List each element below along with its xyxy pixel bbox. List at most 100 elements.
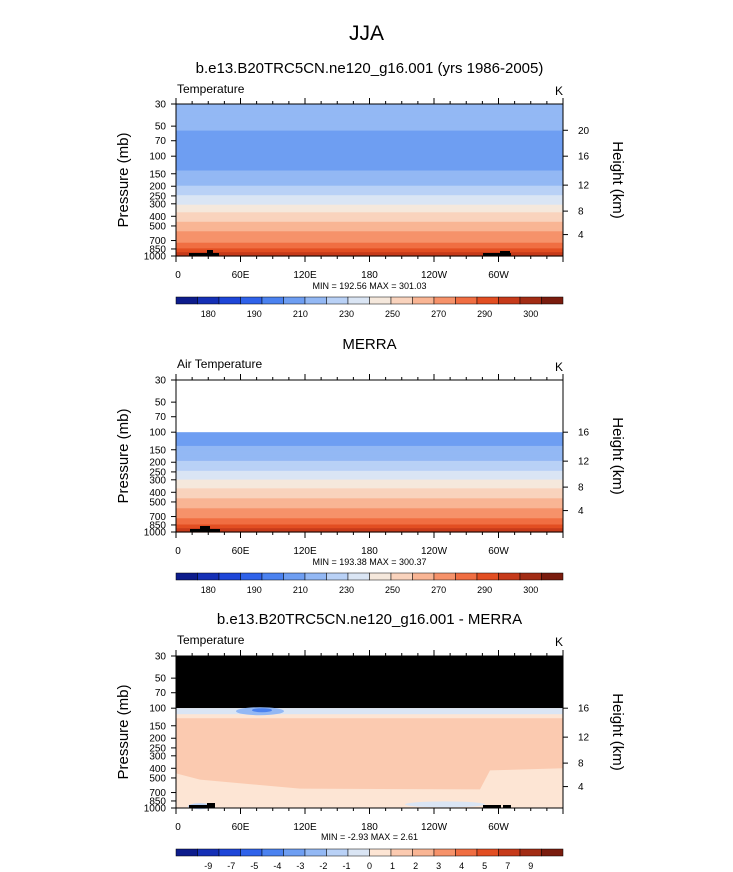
colorbar-label: 230 <box>339 585 354 595</box>
lon-tick-label: 180 <box>361 270 378 281</box>
panel-1-stats: MIN = 192.56 MAX = 301.03 <box>312 281 427 291</box>
height-axis-label: Height (km) <box>609 693 626 771</box>
temperature-band <box>176 449 563 452</box>
temperature-band <box>176 231 563 234</box>
colorbar-label: 4 <box>459 861 464 871</box>
colorbar-label: 300 <box>523 309 538 319</box>
temperature-band <box>176 522 563 524</box>
colorbar-label: 180 <box>201 309 216 319</box>
temperature-band <box>176 147 563 151</box>
temperature-band <box>176 113 563 116</box>
temperature-band <box>176 519 563 522</box>
temperature-band <box>176 107 563 111</box>
temperature-band <box>176 447 563 450</box>
lon-tick-label: 0 <box>175 270 181 281</box>
height-axis-label: Height (km) <box>609 417 626 495</box>
colorbar-label: 2 <box>413 861 418 871</box>
temperature-band <box>176 474 563 477</box>
panel-2-topography <box>190 526 220 532</box>
panel-2-units: K <box>555 360 564 374</box>
temperature-band <box>176 109 563 113</box>
temperature-band <box>176 475 563 478</box>
colorbar-swatch <box>412 848 435 857</box>
temperature-band <box>176 490 563 493</box>
temperature-band <box>176 168 563 172</box>
height-tick-label: 16 <box>578 428 590 439</box>
pressure-tick-label: 500 <box>149 497 166 508</box>
temperature-band <box>176 138 563 141</box>
temperature-band <box>176 235 563 238</box>
colorbar-label: -9 <box>204 861 212 871</box>
temperature-band <box>176 514 563 517</box>
temperature-band <box>176 432 563 435</box>
temperature-band <box>176 462 563 464</box>
colorbar-label: -7 <box>227 861 235 871</box>
panel-3-title: b.e13.B20TRC5CN.ne120_g16.001 - MERRA <box>216 611 523 628</box>
temperature-band <box>176 132 563 135</box>
colorbar-label: -3 <box>296 861 304 871</box>
temperature-band <box>176 473 563 476</box>
temperature-band <box>176 187 563 191</box>
lon-tick-label: 180 <box>361 822 378 833</box>
temperature-band <box>176 128 563 132</box>
temperature-band <box>176 499 563 502</box>
temperature-band <box>176 219 563 223</box>
colorbar-label: 0 <box>367 861 372 871</box>
temperature-band <box>176 126 563 130</box>
colorbar-label: 290 <box>477 309 492 319</box>
panel-3-colorbar: -9 -7 -5 -4 -3 -2 -1 0 1 2 3 4 5 7 9 <box>175 848 564 871</box>
panel-3-stats: MIN = -2.93 MAX = 2.61 <box>320 832 419 842</box>
temperature-band <box>176 434 563 437</box>
height-axis-label: Height (km) <box>609 141 626 219</box>
pressure-tick-label: 250 <box>149 191 166 202</box>
temperature-band <box>176 155 563 158</box>
temperature-band <box>176 142 563 145</box>
temperature-band <box>176 438 563 441</box>
temperature-band <box>176 183 563 187</box>
temperature-band <box>176 111 563 115</box>
temperature-band <box>176 488 563 491</box>
temperature-band <box>176 463 563 466</box>
temperature-band <box>176 469 563 472</box>
temperature-band <box>176 214 563 217</box>
missing-data <box>207 803 215 808</box>
height-tick-label: 16 <box>578 152 590 163</box>
temperature-band <box>176 455 563 458</box>
temperature-band <box>176 246 563 249</box>
temperature-band <box>176 237 563 240</box>
temperature-band <box>176 529 563 532</box>
temperature-band <box>176 523 563 526</box>
temperature-band <box>176 440 563 443</box>
temperature-band <box>176 185 563 189</box>
pressure-tick-label: 400 <box>149 212 166 223</box>
temperature-band <box>176 153 563 156</box>
temperature-band <box>176 493 563 496</box>
temperature-band <box>176 507 563 509</box>
lon-tick-label: 60W <box>488 270 509 281</box>
temperature-band <box>176 510 563 513</box>
temperature-band <box>176 470 563 473</box>
temperature-band <box>176 527 563 529</box>
missing-data <box>189 253 219 256</box>
temperature-band <box>176 223 563 227</box>
temperature-band <box>176 442 563 445</box>
colorbar-label: -1 <box>342 861 350 871</box>
temperature-band <box>176 204 563 208</box>
pressure-axis-label: Pressure (mb) <box>115 132 132 227</box>
colorbar-swatch <box>433 848 456 857</box>
pressure-tick-label: 100 <box>149 428 166 439</box>
temperature-band <box>176 452 563 454</box>
temperature-band <box>176 195 563 198</box>
pressure-tick-label: 500 <box>149 773 166 784</box>
panel-1-variable-label: Temperature <box>177 82 245 96</box>
temperature-band <box>176 189 563 192</box>
pressure-tick-label: 150 <box>149 721 166 732</box>
temperature-band <box>176 437 563 440</box>
difference-band <box>252 708 272 713</box>
temperature-band <box>176 151 563 154</box>
panel-2-title: MERRA <box>342 336 397 353</box>
temperature-band <box>176 448 563 451</box>
temperature-band <box>176 457 563 459</box>
